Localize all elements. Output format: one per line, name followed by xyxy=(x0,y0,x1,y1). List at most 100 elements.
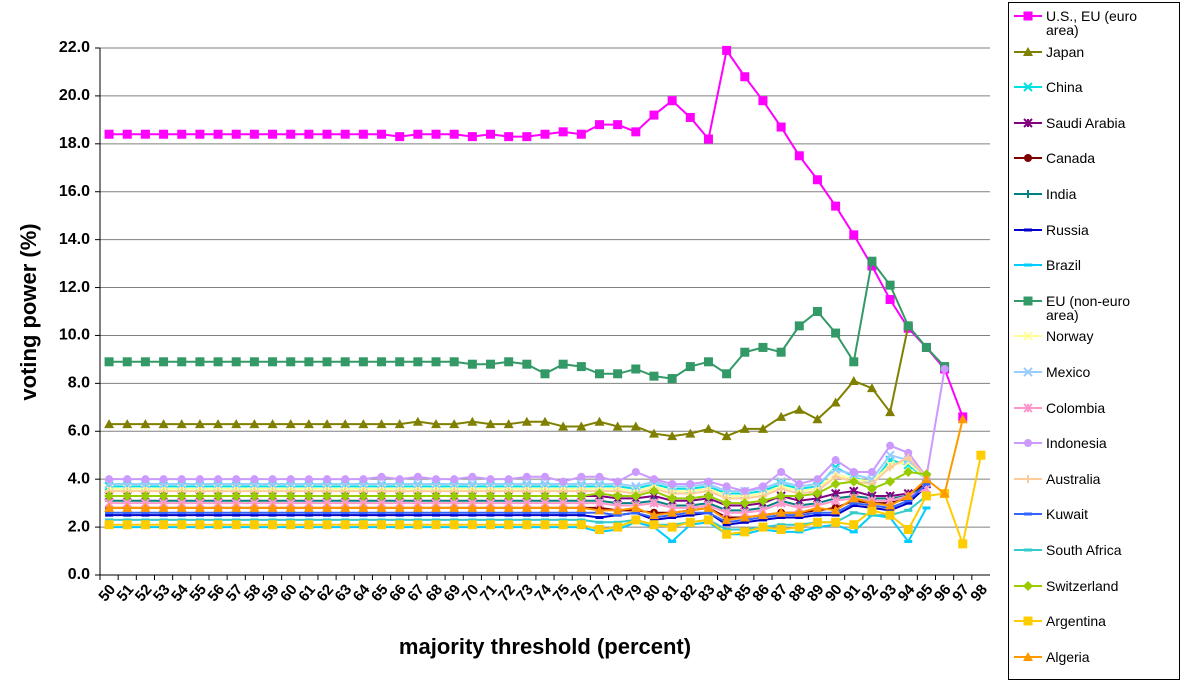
marker xyxy=(231,502,242,512)
marker xyxy=(468,472,477,481)
marker xyxy=(794,404,805,414)
marker xyxy=(176,502,187,512)
marker xyxy=(740,72,750,82)
marker xyxy=(431,520,441,530)
marker xyxy=(122,490,133,501)
marker xyxy=(105,475,114,484)
marker xyxy=(613,477,622,486)
line xyxy=(109,470,927,505)
marker xyxy=(304,357,314,367)
marker xyxy=(412,416,423,426)
legend-label: China xyxy=(1046,79,1083,96)
marker xyxy=(776,524,786,534)
marker xyxy=(576,479,587,489)
marker xyxy=(177,475,186,484)
marker xyxy=(559,477,568,486)
marker xyxy=(177,357,187,367)
marker xyxy=(576,129,586,139)
marker xyxy=(667,493,678,504)
marker xyxy=(794,490,805,501)
marker xyxy=(159,520,169,530)
marker xyxy=(213,490,224,501)
marker xyxy=(304,520,314,530)
marker xyxy=(594,524,604,534)
marker xyxy=(721,498,732,509)
marker xyxy=(849,467,858,476)
marker xyxy=(395,475,404,484)
legend-entry: Switzerland xyxy=(1013,579,1146,593)
marker xyxy=(413,520,423,530)
x-tick-label: 63 xyxy=(332,581,356,605)
marker xyxy=(467,520,477,530)
marker xyxy=(522,472,531,481)
marker xyxy=(758,482,767,491)
marker xyxy=(667,507,678,517)
marker xyxy=(576,421,587,431)
series xyxy=(104,256,950,384)
series xyxy=(104,320,914,441)
marker xyxy=(104,520,114,530)
marker xyxy=(449,502,460,512)
marker xyxy=(703,515,713,525)
legend-entry: EU (non-euro area) xyxy=(1013,294,1146,322)
marker xyxy=(812,175,822,185)
marker xyxy=(558,421,569,431)
marker xyxy=(649,475,658,484)
marker xyxy=(177,520,187,530)
marker xyxy=(249,520,259,530)
line xyxy=(109,507,928,544)
marker xyxy=(794,321,804,331)
marker xyxy=(286,129,296,139)
marker xyxy=(376,419,387,429)
marker xyxy=(195,520,205,530)
marker xyxy=(358,520,368,530)
marker xyxy=(885,407,896,417)
marker xyxy=(358,419,369,429)
legend-label: India xyxy=(1046,186,1077,202)
marker xyxy=(613,522,623,532)
marker xyxy=(195,129,205,139)
marker xyxy=(830,505,841,515)
marker xyxy=(685,505,696,515)
marker xyxy=(612,490,623,501)
marker xyxy=(903,466,914,477)
y-tick-label: 4.0 xyxy=(68,470,90,487)
marker xyxy=(667,522,677,532)
marker xyxy=(504,132,514,142)
line xyxy=(109,487,927,514)
marker xyxy=(795,479,804,488)
marker xyxy=(213,357,223,367)
marker xyxy=(594,479,605,489)
legend-entry: China xyxy=(1013,80,1146,94)
marker xyxy=(304,129,314,139)
marker xyxy=(904,448,913,457)
marker xyxy=(831,201,841,211)
marker xyxy=(540,129,550,139)
marker xyxy=(1023,11,1033,21)
marker xyxy=(812,307,822,316)
marker xyxy=(957,414,968,424)
marker xyxy=(394,490,405,501)
marker xyxy=(594,120,604,130)
marker xyxy=(594,505,605,515)
marker xyxy=(486,475,495,484)
marker xyxy=(104,419,115,429)
marker xyxy=(776,476,786,487)
y-tick-label: 18.0 xyxy=(59,135,90,152)
marker xyxy=(631,127,641,137)
marker xyxy=(776,347,786,357)
marker xyxy=(159,475,168,484)
marker xyxy=(722,45,732,55)
marker xyxy=(285,502,296,512)
marker xyxy=(522,132,532,142)
marker xyxy=(249,129,259,139)
marker xyxy=(467,359,477,369)
line xyxy=(109,483,928,524)
marker xyxy=(231,490,242,501)
line xyxy=(109,419,964,521)
marker xyxy=(866,498,877,508)
marker xyxy=(576,502,587,512)
marker xyxy=(486,129,496,139)
legend-entry: Norway xyxy=(1013,329,1146,343)
legend-entry: Russia xyxy=(1013,223,1146,237)
